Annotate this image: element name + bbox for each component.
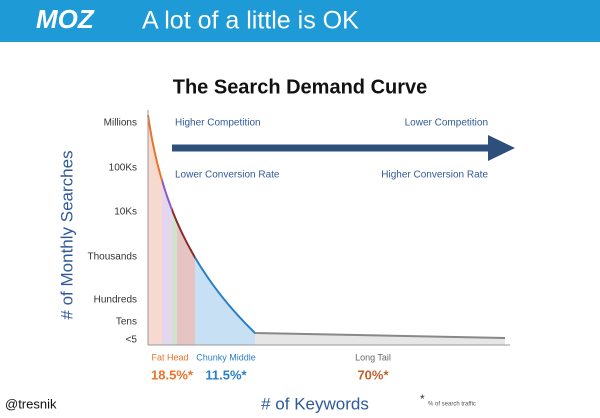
footnote-marker: * <box>420 392 425 406</box>
chart-title: The Search Demand Curve <box>173 76 428 98</box>
y-level-label: Thousands <box>88 252 137 263</box>
curve <box>147 114 506 339</box>
annotation: Lower Competition <box>405 118 488 129</box>
segment-label: Chunky Middle <box>196 352 256 362</box>
segment-label: Fat Head <box>151 352 188 362</box>
annotation: Higher Competition <box>175 118 261 129</box>
annotation: Higher Conversion Rate <box>381 170 488 181</box>
x-axis-label: # of Keywords <box>261 394 369 413</box>
header-title: A lot of a little is OK <box>142 7 359 35</box>
annotation: Lower Conversion Rate <box>175 170 280 181</box>
arrow-head <box>488 135 515 161</box>
y-level-label: Millions <box>104 118 137 129</box>
segment-share: 18.5%* <box>151 367 194 382</box>
y-level-label: Hundreds <box>94 295 137 306</box>
segment-share: 11.5%* <box>205 367 247 382</box>
footnote: % of search traffic <box>428 402 476 408</box>
y-axis-label: # of Monthly Searches <box>57 150 76 319</box>
segment-label: Long Tail <box>355 352 391 362</box>
author: @tresnik <box>5 396 57 411</box>
y-level-label: <5 <box>126 335 138 346</box>
header-bar <box>0 0 600 42</box>
curve-fill <box>148 115 505 345</box>
y-level-label: Tens <box>116 317 137 328</box>
y-level-label: 10Ks <box>114 207 137 218</box>
y-level-label: 100Ks <box>109 163 137 174</box>
segment-share: 70%* <box>357 367 389 382</box>
logo: MOZ <box>36 4 95 34</box>
